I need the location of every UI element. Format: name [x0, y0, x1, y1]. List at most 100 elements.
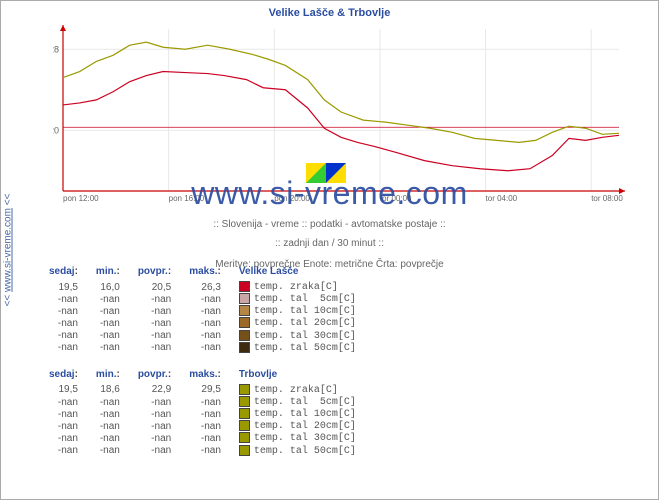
table-header-row: sedaj:min.:povpr.:maks.:Velike Lašče	[41, 265, 366, 281]
val-povpr: -nan	[130, 396, 181, 408]
val-min: -nan	[88, 305, 130, 317]
val-min: -nan	[88, 432, 130, 444]
series-label: temp. tal 50cm[C]	[231, 445, 366, 457]
val-maks: 26,3	[181, 281, 231, 293]
table-row: 19,516,020,526,3temp. zraka[C]	[41, 281, 366, 293]
val-povpr: -nan	[130, 293, 181, 305]
val-min: -nan	[88, 293, 130, 305]
col-povpr: povpr.:	[130, 368, 181, 384]
val-maks: -nan	[181, 330, 231, 342]
val-sedaj: -nan	[41, 408, 88, 420]
val-povpr: -nan	[130, 330, 181, 342]
table-row: -nan-nan-nan-nantemp. tal 30cm[C]	[41, 330, 366, 342]
col-min: min.:	[88, 265, 130, 281]
table-row: -nan-nan-nan-nantemp. tal 20cm[C]	[41, 317, 366, 329]
watermark-logo-icon	[306, 163, 346, 203]
val-maks: -nan	[181, 317, 231, 329]
svg-text:28: 28	[53, 44, 59, 54]
val-sedaj: -nan	[41, 305, 88, 317]
station-table: sedaj:min.:povpr.:maks.:Velike Lašče19,5…	[41, 265, 366, 354]
val-maks: -nan	[181, 293, 231, 305]
val-maks: -nan	[181, 445, 231, 457]
val-sedaj: -nan	[41, 293, 88, 305]
table-row: -nan-nan-nan-nantemp. tal 5cm[C]	[41, 396, 366, 408]
series-label: temp. tal 20cm[C]	[231, 317, 366, 329]
val-maks: -nan	[181, 408, 231, 420]
col-sedaj: sedaj:	[41, 368, 88, 384]
series-swatch-icon	[239, 396, 250, 407]
val-min: -nan	[88, 445, 130, 457]
table-header-row: sedaj:min.:povpr.:maks.:Trbovlje	[41, 368, 366, 384]
svg-text:tor 04:00: tor 04:00	[486, 194, 518, 203]
station-table: sedaj:min.:povpr.:maks.:Trbovlje19,518,6…	[41, 368, 366, 457]
series-label: temp. tal 5cm[C]	[231, 293, 366, 305]
val-sedaj: -nan	[41, 342, 88, 354]
val-povpr: -nan	[130, 432, 181, 444]
series-swatch-icon	[239, 445, 250, 456]
svg-text:tor 00:00: tor 00:00	[380, 194, 412, 203]
val-min: -nan	[88, 396, 130, 408]
val-sedaj: -nan	[41, 330, 88, 342]
series-label: temp. zraka[C]	[231, 384, 366, 396]
svg-text:tor 08:00: tor 08:00	[591, 194, 623, 203]
col-maks: maks.:	[181, 265, 231, 281]
val-povpr: -nan	[130, 420, 181, 432]
chart-title: Velike Lašče & Trbovlje	[1, 7, 658, 19]
col-povpr: povpr.:	[130, 265, 181, 281]
val-povpr: 20,5	[130, 281, 181, 293]
caption-line: :: Slovenija - vreme :: podatki - avtoma…	[1, 219, 658, 230]
col-min: min.:	[88, 368, 130, 384]
val-maks: 29,5	[181, 384, 231, 396]
table-row: -nan-nan-nan-nantemp. tal 5cm[C]	[41, 293, 366, 305]
val-povpr: -nan	[130, 342, 181, 354]
table-row: -nan-nan-nan-nantemp. tal 10cm[C]	[41, 305, 366, 317]
table-row: 19,518,622,929,5temp. zraka[C]	[41, 384, 366, 396]
series-label: temp. tal 30cm[C]	[231, 330, 366, 342]
svg-text:pon 16:00: pon 16:00	[169, 194, 205, 203]
table-row: -nan-nan-nan-nantemp. tal 50cm[C]	[41, 445, 366, 457]
series-swatch-icon	[239, 293, 250, 304]
series-label: temp. tal 10cm[C]	[231, 305, 366, 317]
val-maks: -nan	[181, 342, 231, 354]
val-povpr: -nan	[130, 408, 181, 420]
series-swatch-icon	[239, 432, 250, 443]
series-swatch-icon	[239, 317, 250, 328]
table-row: -nan-nan-nan-nantemp. tal 30cm[C]	[41, 432, 366, 444]
val-min: -nan	[88, 317, 130, 329]
val-maks: -nan	[181, 396, 231, 408]
val-min: -nan	[88, 408, 130, 420]
val-sedaj: -nan	[41, 396, 88, 408]
series-swatch-icon	[239, 420, 250, 431]
table-row: -nan-nan-nan-nantemp. tal 20cm[C]	[41, 420, 366, 432]
series-label: temp. zraka[C]	[231, 281, 366, 293]
val-min: -nan	[88, 420, 130, 432]
val-maks: -nan	[181, 420, 231, 432]
val-povpr: -nan	[130, 445, 181, 457]
series-label: temp. tal 20cm[C]	[231, 420, 366, 432]
svg-text:pon 20:00: pon 20:00	[274, 194, 310, 203]
col-maks: maks.:	[181, 368, 231, 384]
svg-text:pon 12:00: pon 12:00	[63, 194, 99, 203]
station-name: Trbovlje	[231, 368, 366, 384]
series-label: temp. tal 30cm[C]	[231, 432, 366, 444]
series-label: temp. tal 50cm[C]	[231, 342, 366, 354]
val-sedaj: -nan	[41, 317, 88, 329]
series-swatch-icon	[239, 305, 250, 316]
val-min: -nan	[88, 330, 130, 342]
site-arrows: <<	[3, 194, 14, 206]
val-povpr: -nan	[130, 305, 181, 317]
series-swatch-icon	[239, 408, 250, 419]
captions: :: Slovenija - vreme :: podatki - avtoma…	[1, 211, 658, 272]
val-povpr: -nan	[130, 317, 181, 329]
series-label: temp. tal 10cm[C]	[231, 408, 366, 420]
val-min: 18,6	[88, 384, 130, 396]
val-sedaj: 19,5	[41, 281, 88, 293]
val-maks: -nan	[181, 432, 231, 444]
val-sedaj: -nan	[41, 420, 88, 432]
col-sedaj: sedaj:	[41, 265, 88, 281]
chart-frame: << www.si-vreme.com << Velike Lašče & Tr…	[0, 0, 659, 500]
series-label: temp. tal 5cm[C]	[231, 396, 366, 408]
site-arrows: <<	[3, 295, 14, 307]
table-row: -nan-nan-nan-nantemp. tal 50cm[C]	[41, 342, 366, 354]
val-sedaj: 19,5	[41, 384, 88, 396]
